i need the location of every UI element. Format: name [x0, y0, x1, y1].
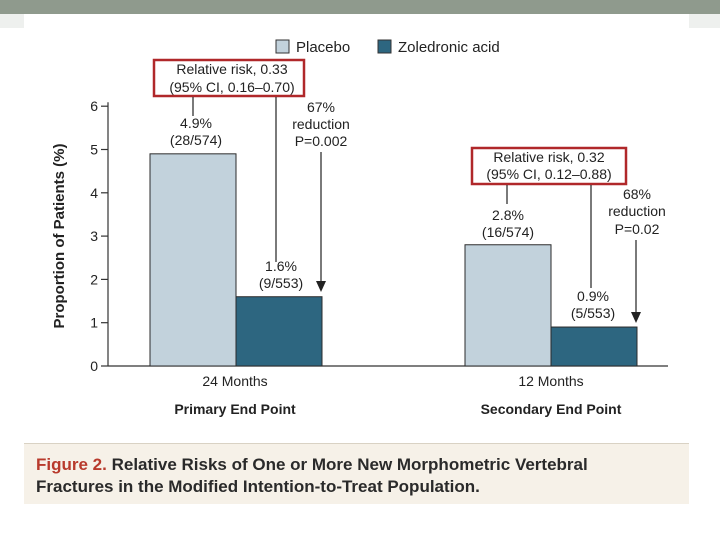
bar-count-placebo-12m: (16/574) — [482, 224, 534, 240]
y-tick-label: 6 — [90, 98, 98, 114]
y-axis-title: Proportion of Patients (%) — [51, 144, 68, 329]
rr-line1-12m: Relative risk, 0.32 — [493, 149, 604, 165]
slide-card — [24, 14, 689, 502]
reduction-arrowhead-12m — [631, 312, 641, 323]
bar-label-drug-24m: 1.6% — [265, 258, 297, 274]
y-tick-label: 5 — [90, 142, 98, 158]
bar-label-placebo-12m: 2.8% — [492, 207, 524, 223]
legend-swatch-placebo — [275, 39, 290, 54]
axis-layer: 0 1 2 3 4 5 6 — [90, 98, 668, 374]
reduction-pvalue-12m: P=0.02 — [615, 221, 660, 237]
rr-line2-24m: (95% CI, 0.16–0.70) — [169, 79, 294, 95]
bar-count-drug-24m: (9/553) — [259, 275, 303, 291]
y-tick-label: 4 — [90, 185, 98, 201]
reduction-word-12m: reduction — [608, 203, 666, 219]
bar-count-drug-12m: (5/553) — [571, 305, 615, 321]
reduction-arrowhead-24m — [316, 281, 326, 292]
bar-placebo-0 — [149, 153, 237, 367]
bar-count-placebo-24m: (28/574) — [170, 132, 222, 148]
rr-line1-24m: Relative risk, 0.33 — [176, 61, 287, 77]
rr-line2-12m: (95% CI, 0.12–0.88) — [486, 166, 611, 182]
reduction-pct-24m: 67% — [307, 99, 335, 115]
bar-placebo-1 — [464, 244, 552, 367]
legend-label-placebo: Placebo — [296, 39, 350, 56]
x-label-endpoint-secondary: Secondary End Point — [481, 401, 622, 417]
legend-swatch-zoledronic — [377, 39, 392, 54]
caption-text: Figure 2. Relative Risks of One or More … — [36, 454, 596, 498]
y-tick-label: 3 — [90, 228, 98, 244]
legend: Placebo Zoledronic acid — [275, 39, 500, 56]
bar-drug-1 — [550, 326, 638, 367]
rr-highlight-box-12m — [470, 146, 628, 186]
reduction-pct-12m: 68% — [623, 186, 651, 202]
y-tick-label: 1 — [90, 315, 98, 331]
bar-drug-0 — [235, 296, 323, 367]
x-label-endpoint-primary: Primary End Point — [174, 401, 296, 417]
legend-label-zoledronic: Zoledronic acid — [398, 39, 500, 56]
bar-label-placebo-24m: 4.9% — [180, 115, 212, 131]
slide-top-strip — [0, 0, 720, 14]
y-tick-label: 0 — [90, 358, 98, 374]
reduction-word-24m: reduction — [292, 116, 350, 132]
bar-label-drug-12m: 0.9% — [577, 288, 609, 304]
x-label-period-12m: 12 Months — [518, 373, 583, 389]
caption-label: Figure 2. — [36, 455, 107, 474]
bar-layer — [149, 153, 638, 367]
reduction-pvalue-24m: P=0.002 — [295, 133, 348, 149]
caption-body: Relative Risks of One or More New Morpho… — [36, 455, 588, 496]
x-label-period-24m: 24 Months — [202, 373, 267, 389]
figure-caption: Figure 2. Relative Risks of One or More … — [24, 443, 689, 504]
rr-highlight-box-24m — [152, 58, 306, 98]
y-tick-label: 2 — [90, 271, 98, 287]
